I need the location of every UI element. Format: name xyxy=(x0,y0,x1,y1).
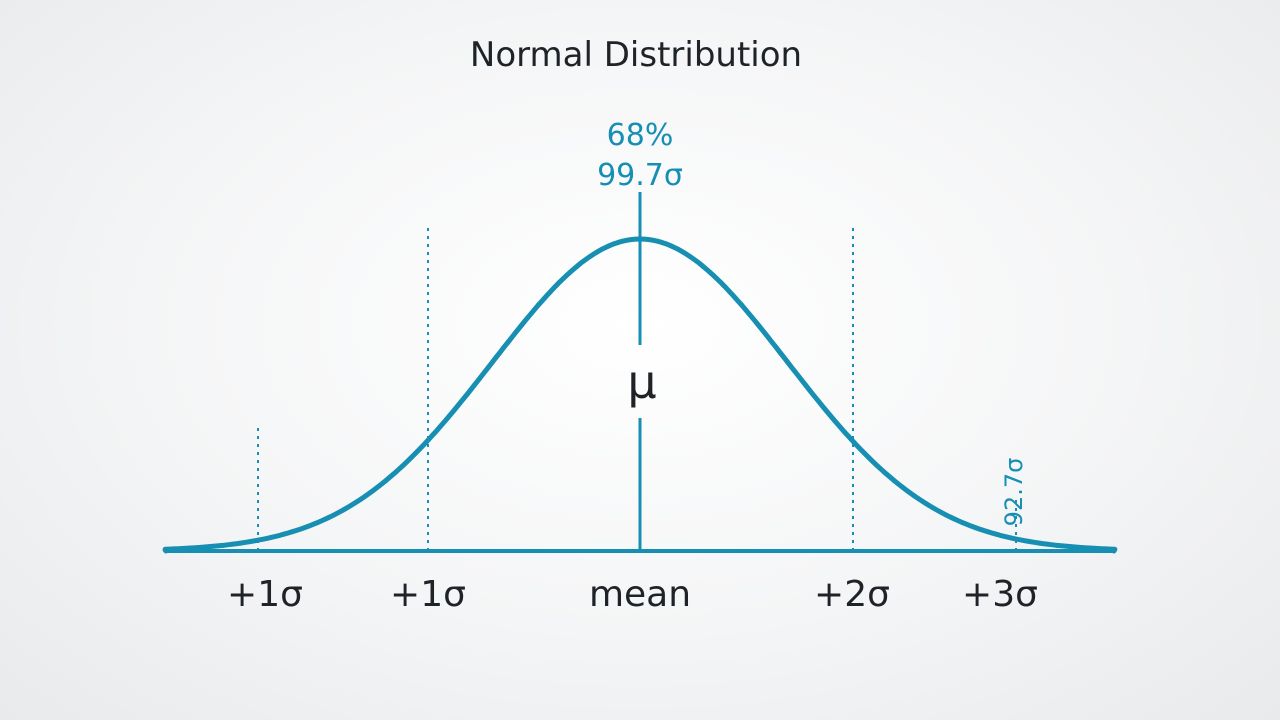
x-tick-label-0: +1σ xyxy=(227,574,303,615)
x-tick-label-3: +2σ xyxy=(814,574,890,615)
annotation-top-percent: 68% xyxy=(607,118,674,153)
annotation-top-sigma: 99.7σ xyxy=(597,158,683,193)
chart-title: Normal Distribution xyxy=(470,35,802,75)
bell-curve-line xyxy=(162,236,1118,554)
annotation-side-sigma: 92.7σ xyxy=(1000,458,1028,527)
x-tick-labels: +1σ +1σ mean +2σ +3σ xyxy=(227,574,1038,615)
x-tick-label-4: +3σ xyxy=(962,574,1038,615)
x-tick-label-2: mean xyxy=(589,574,691,615)
x-tick-label-1: +1σ xyxy=(390,574,466,615)
mean-symbol: μ xyxy=(627,355,656,409)
